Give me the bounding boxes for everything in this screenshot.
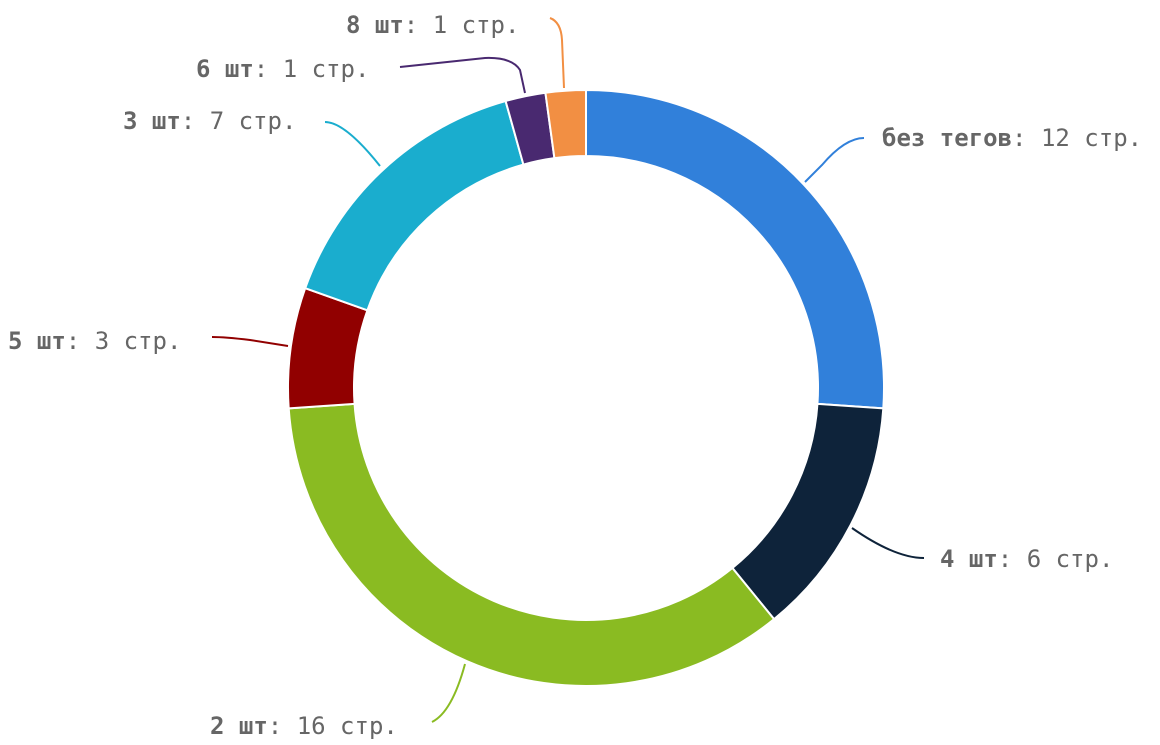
slice-labels: без тегов: 12 стр. 4 шт: 6 стр. 2 шт: 16… [8, 11, 1142, 740]
label-3-sht: 3 шт: 7 стр. [123, 107, 296, 135]
donut-slice[interactable] [287, 402, 776, 687]
donut-slice[interactable] [585, 89, 885, 410]
label-4-sht: 4 шт: 6 стр. [940, 545, 1113, 573]
label-connector [431, 663, 466, 723]
label-bez-tegov: без тегов: 12 стр. [882, 124, 1142, 152]
label-connector [324, 121, 381, 167]
label-6-sht: 6 шт: 1 стр. [196, 55, 369, 83]
label-2-sht: 2 шт: 16 стр. [210, 712, 398, 740]
donut-slice[interactable] [304, 100, 525, 312]
label-connector [851, 527, 925, 559]
label-connector [549, 17, 565, 89]
donut-slice[interactable] [731, 402, 885, 621]
label-connectors [211, 17, 925, 723]
donut-slices [287, 89, 885, 687]
donut-slice[interactable] [544, 89, 587, 160]
label-connector [399, 56, 526, 94]
label-connector [211, 336, 289, 347]
label-8-sht: 8 шт: 1 стр. [346, 11, 519, 39]
label-5-sht: 5 шт: 3 стр. [8, 327, 181, 355]
label-connector [804, 137, 865, 183]
